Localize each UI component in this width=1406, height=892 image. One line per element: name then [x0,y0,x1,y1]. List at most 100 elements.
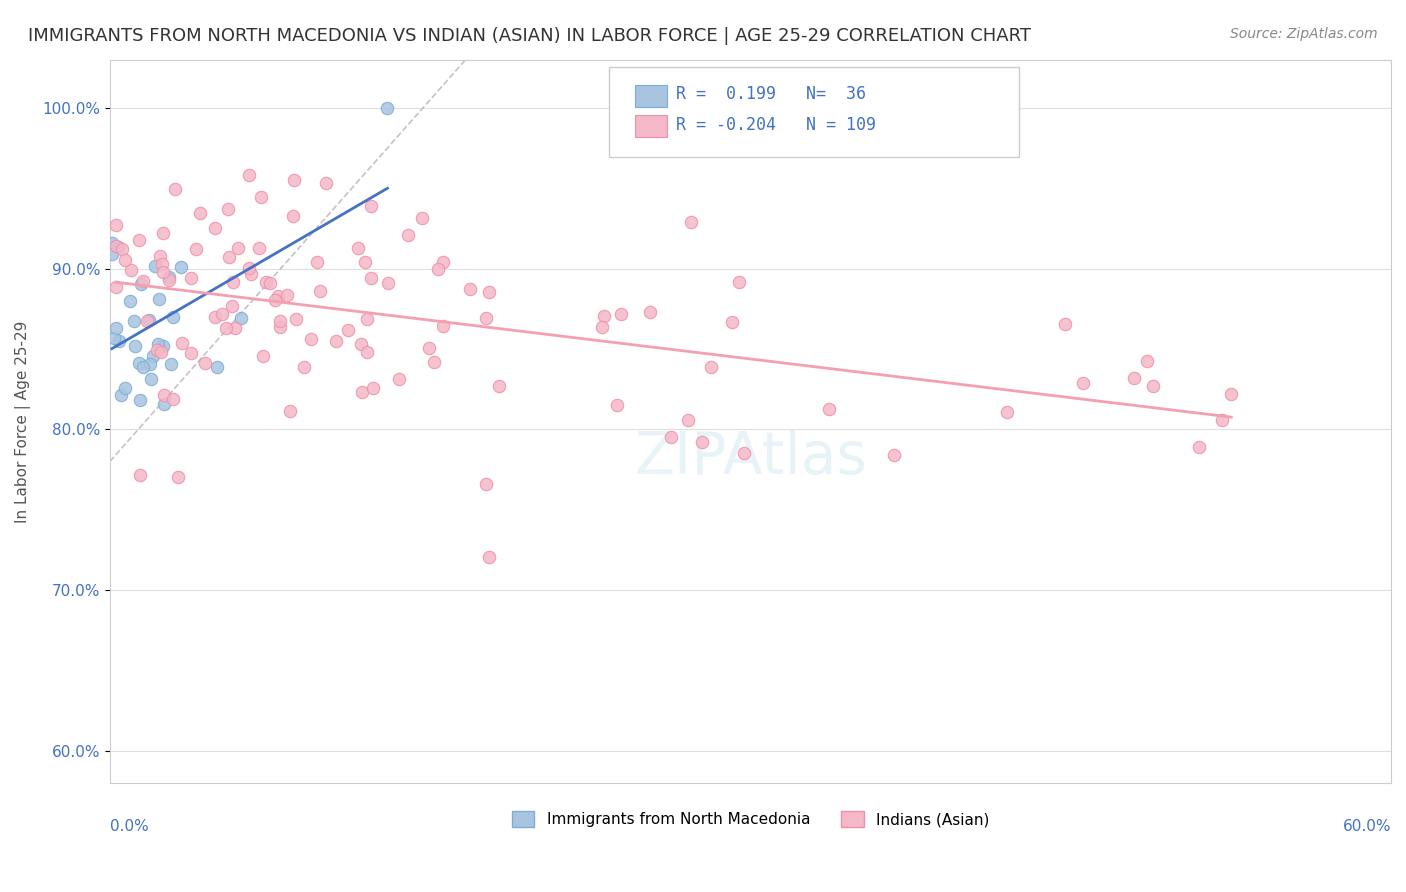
Point [606,399,628,413]
Point [475,477,498,491]
Point [184,242,207,256]
Point [110,388,132,402]
Point [427,262,450,277]
Point [238,260,260,275]
Point [139,357,162,371]
Point [350,337,373,351]
Point [661,430,683,444]
Point [285,311,308,326]
Point [1054,317,1077,331]
Point [267,289,290,303]
Point [101,235,124,250]
Point [167,470,190,484]
Point [478,285,501,299]
Point [205,360,228,375]
Point [221,299,243,313]
Text: R =  0.199   N=  36: R = 0.199 N= 36 [676,86,866,103]
Point [299,332,322,346]
Point [162,392,184,406]
Text: Source: ZipAtlas.com: Source: ZipAtlas.com [1230,27,1378,41]
Point [129,277,152,291]
Point [129,392,152,407]
Point [105,280,128,294]
Point [423,355,446,369]
Point [269,314,291,328]
Point [157,273,180,287]
Point [105,320,128,334]
Point [818,402,841,417]
Text: 60.0%: 60.0% [1343,819,1391,834]
Point [252,349,274,363]
Point [226,242,249,256]
Point [143,259,166,273]
Legend: Immigrants from North Macedonia, Indians (Asian): Immigrants from North Macedonia, Indians… [505,805,995,833]
Point [160,357,183,371]
Point [1211,413,1233,427]
Point [165,182,187,196]
Point [218,250,240,264]
Point [733,446,755,460]
Point [276,288,298,302]
Point [259,276,281,290]
Point [347,241,370,255]
Point [1220,387,1243,401]
Point [111,242,134,256]
Point [229,310,252,325]
Point [153,387,176,401]
FancyBboxPatch shape [636,85,666,107]
Point [264,293,287,307]
Text: IMMIGRANTS FROM NORTH MACEDONIA VS INDIAN (ASIAN) IN LABOR FORCE | AGE 25-29 COR: IMMIGRANTS FROM NORTH MACEDONIA VS INDIA… [28,27,1031,45]
Point [180,346,202,360]
Text: ZIPAtlas: ZIPAtlas [634,429,868,486]
Point [1136,353,1159,368]
Point [142,350,165,364]
Point [325,334,347,348]
Point [278,403,301,417]
Point [148,292,170,306]
Point [162,310,184,324]
Point [377,276,399,290]
Point [107,240,129,254]
Point [118,293,141,308]
Point [180,270,202,285]
Point [204,310,226,325]
Point [188,206,211,220]
Point [283,173,305,187]
Point [114,381,136,395]
Point [377,101,399,115]
Point [153,397,176,411]
Point [475,310,498,325]
Point [150,257,173,271]
Point [128,356,150,370]
Point [593,309,616,323]
Point [211,307,233,321]
Point [610,307,633,321]
Y-axis label: In Labor Force | Age 25-29: In Labor Force | Age 25-29 [15,320,31,523]
Point [108,334,131,348]
Point [360,198,382,212]
Point [146,337,169,351]
Point [101,247,124,261]
Point [411,211,433,225]
Point [193,356,215,370]
Point [149,249,172,263]
Point [700,359,723,374]
Point [678,412,700,426]
Point [135,314,157,328]
Point [690,435,713,450]
Point [152,264,174,278]
Point [883,448,905,462]
Point [396,227,419,242]
Point [239,267,262,281]
Point [132,274,155,288]
Point [139,372,162,386]
Point [114,253,136,268]
Point [129,467,152,482]
Point [995,405,1018,419]
Point [103,331,125,345]
Point [217,202,239,216]
Point [222,275,245,289]
Text: R = -0.204   N = 109: R = -0.204 N = 109 [676,116,876,134]
Point [152,339,174,353]
Point [309,285,332,299]
